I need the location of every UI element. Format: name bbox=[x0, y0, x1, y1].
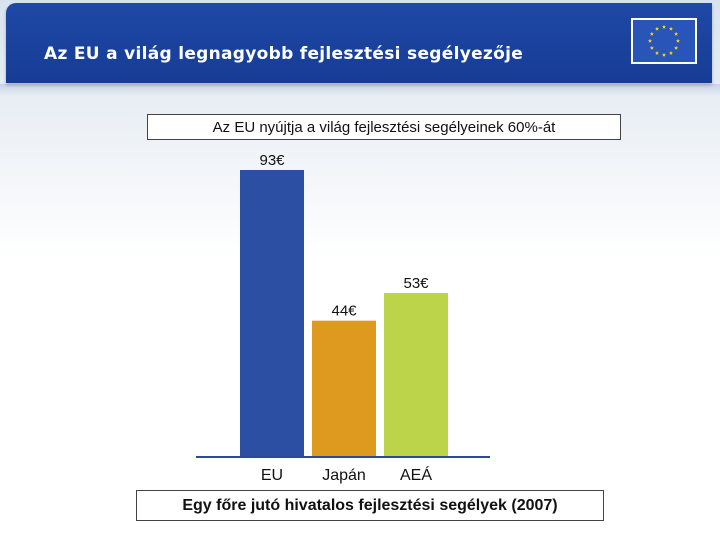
flag-star bbox=[674, 45, 679, 50]
flag-star bbox=[661, 24, 667, 29]
header-shadow bbox=[0, 84, 720, 96]
category-label: EU bbox=[261, 467, 283, 484]
header-banner bbox=[6, 3, 712, 83]
bar-0 bbox=[240, 170, 304, 456]
chart-caption: Egy főre jutó hivatalos fejlesztési segé… bbox=[136, 490, 604, 521]
eu-flag-icon bbox=[631, 18, 697, 64]
chart-subtitle: Az EU nyújtja a világ fejlesztési segély… bbox=[147, 114, 621, 140]
flag-star bbox=[647, 38, 653, 43]
bar-value-label: 44€ bbox=[331, 303, 357, 320]
bar-2 bbox=[384, 293, 448, 456]
category-label: AEÁ bbox=[400, 465, 432, 484]
flag-star bbox=[654, 26, 660, 31]
flag-star bbox=[674, 31, 679, 36]
flag-star bbox=[661, 52, 667, 57]
flag-star bbox=[668, 26, 674, 31]
flag-star bbox=[649, 31, 654, 36]
flag-star bbox=[654, 50, 660, 55]
slide-title: Az EU a világ legnagyobb fejlesztési seg… bbox=[44, 44, 524, 64]
flag-star bbox=[675, 38, 681, 43]
flag-star bbox=[649, 45, 654, 50]
flag-star bbox=[668, 50, 674, 55]
bar-1 bbox=[312, 320, 376, 456]
category-label: Japán bbox=[322, 467, 366, 484]
bar-value-label: 93€ bbox=[259, 152, 285, 169]
bar-value-label: 53€ bbox=[403, 275, 429, 292]
